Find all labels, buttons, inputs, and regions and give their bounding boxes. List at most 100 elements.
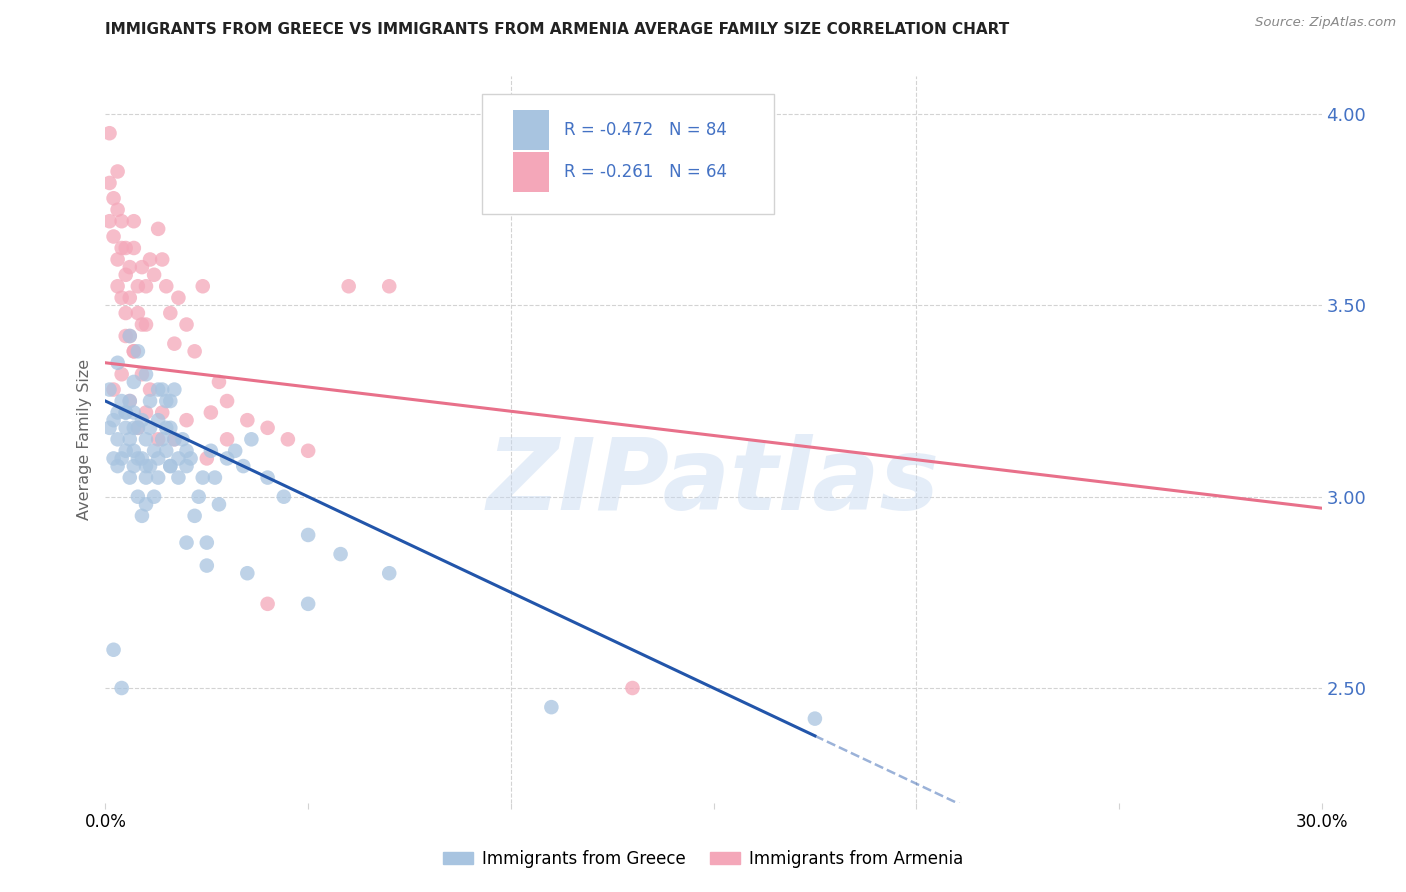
Point (107, 405, 129, 419)
Point (256, 470, 278, 484)
Point (131, 451, 153, 466)
Point (122, 405, 145, 419)
Point (150, 252, 173, 267)
Text: ZIPatlas: ZIPatlas (486, 434, 941, 532)
Point (118, 260, 141, 274)
Point (804, 712, 827, 726)
Point (146, 432, 169, 446)
Point (131, 318, 153, 332)
Point (163, 432, 186, 446)
Point (146, 470, 169, 484)
Point (135, 459, 157, 474)
Point (155, 421, 177, 435)
Point (111, 394, 134, 409)
Point (127, 279, 149, 293)
Point (176, 443, 198, 458)
Point (135, 279, 157, 293)
Point (127, 490, 149, 504)
Point (146, 413, 169, 427)
Point (118, 432, 141, 446)
Point (114, 421, 136, 435)
Point (256, 421, 278, 435)
Point (208, 497, 231, 511)
Point (135, 497, 157, 511)
Point (146, 383, 169, 397)
Legend: Immigrants from Greece, Immigrants from Armenia: Immigrants from Greece, Immigrants from … (436, 844, 970, 875)
Point (122, 421, 145, 435)
Point (236, 566, 259, 581)
Point (98, 176, 121, 190)
Point (131, 413, 153, 427)
Point (98, 421, 121, 435)
Point (131, 368, 153, 382)
Point (329, 547, 352, 561)
Point (146, 451, 169, 466)
Text: IMMIGRANTS FROM GREECE VS IMMIGRANTS FROM ARMENIA AVERAGE FAMILY SIZE CORRELATIO: IMMIGRANTS FROM GREECE VS IMMIGRANTS FRO… (105, 22, 1010, 37)
Point (122, 375, 145, 389)
Point (540, 700, 562, 714)
Point (135, 470, 157, 484)
Point (127, 306, 149, 320)
Point (200, 443, 222, 458)
Text: Source: ZipAtlas.com: Source: ZipAtlas.com (1256, 16, 1396, 29)
Point (159, 459, 181, 474)
Point (155, 394, 177, 409)
Point (122, 241, 145, 255)
Point (103, 191, 125, 205)
Point (208, 375, 231, 389)
Point (139, 252, 162, 267)
Point (122, 443, 145, 458)
Point (127, 421, 149, 435)
Point (256, 597, 278, 611)
Point (118, 329, 141, 343)
Point (122, 214, 145, 228)
Point (621, 681, 644, 695)
Point (103, 413, 125, 427)
Point (163, 432, 186, 446)
Point (107, 252, 129, 267)
Point (114, 443, 136, 458)
Point (114, 329, 136, 343)
Point (176, 459, 198, 474)
Point (107, 164, 129, 178)
Point (236, 413, 259, 427)
Point (111, 681, 134, 695)
Point (146, 222, 169, 236)
Point (232, 459, 254, 474)
Point (98, 214, 121, 228)
Point (103, 229, 125, 244)
Point (127, 344, 149, 359)
Point (114, 405, 136, 419)
Point (183, 508, 205, 523)
Point (240, 432, 263, 446)
Point (159, 306, 181, 320)
Point (103, 642, 125, 657)
Point (180, 451, 202, 466)
Point (107, 432, 129, 446)
Point (111, 214, 134, 228)
Point (155, 279, 177, 293)
Point (195, 451, 218, 466)
Point (107, 459, 129, 474)
Point (167, 291, 190, 305)
FancyBboxPatch shape (513, 110, 550, 150)
Point (337, 279, 360, 293)
Point (224, 443, 246, 458)
Point (191, 279, 214, 293)
Point (150, 432, 173, 446)
Point (163, 383, 186, 397)
Point (217, 451, 239, 466)
Point (122, 344, 145, 359)
Point (118, 394, 141, 409)
Point (297, 443, 319, 458)
Point (103, 451, 125, 466)
Point (159, 421, 181, 435)
Point (167, 470, 190, 484)
Point (155, 443, 177, 458)
Point (118, 291, 141, 305)
Point (107, 356, 129, 370)
Point (127, 451, 149, 466)
Point (98, 126, 121, 140)
Point (172, 432, 194, 446)
FancyBboxPatch shape (482, 94, 775, 214)
